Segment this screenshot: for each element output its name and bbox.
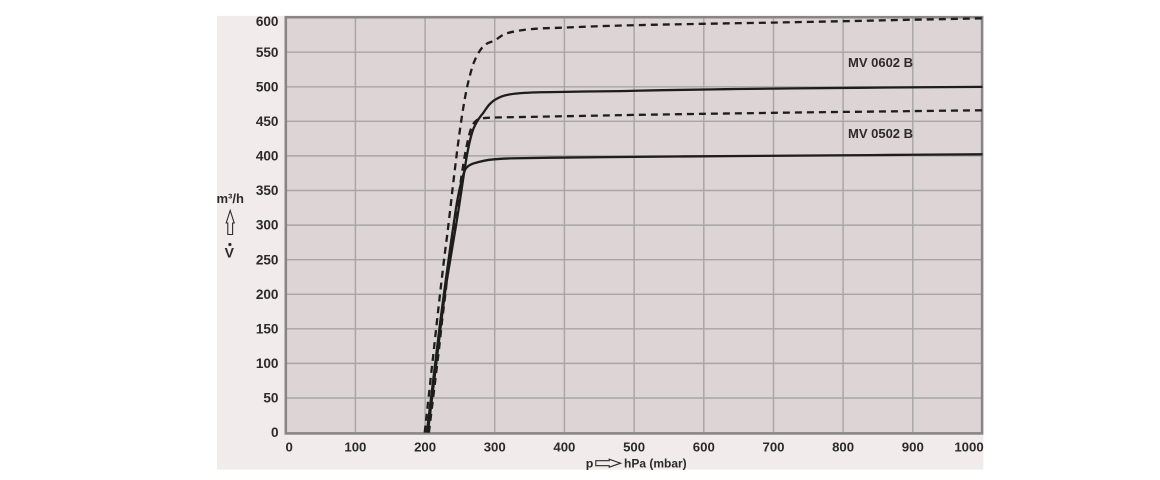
svg-text:500: 500 (256, 79, 279, 94)
svg-text:300: 300 (484, 440, 506, 455)
svg-text:MV 0502 B: MV 0502 B (848, 126, 913, 141)
svg-text:800: 800 (832, 440, 854, 455)
svg-text:100: 100 (256, 356, 279, 371)
svg-text:hPa (mbar): hPa (mbar) (624, 457, 687, 471)
svg-text:500: 500 (623, 440, 645, 455)
svg-text:450: 450 (256, 114, 279, 129)
svg-text:0: 0 (271, 425, 279, 440)
svg-text:350: 350 (256, 183, 279, 198)
svg-text:600: 600 (256, 14, 279, 29)
svg-text:700: 700 (762, 440, 784, 455)
svg-text:200: 200 (256, 287, 279, 302)
svg-text:1000: 1000 (954, 440, 983, 455)
svg-text:p: p (586, 457, 594, 471)
svg-text:MV 0602 B: MV 0602 B (848, 55, 913, 70)
svg-text:m³/h: m³/h (217, 191, 245, 206)
svg-text:100: 100 (344, 440, 366, 455)
svg-text:300: 300 (256, 218, 279, 233)
svg-text:600: 600 (693, 440, 715, 455)
svg-text:400: 400 (553, 440, 575, 455)
svg-text:50: 50 (263, 391, 278, 406)
svg-text:250: 250 (256, 252, 279, 267)
svg-text:200: 200 (414, 440, 436, 455)
svg-text:0: 0 (286, 440, 293, 455)
svg-text:900: 900 (902, 440, 924, 455)
svg-text:150: 150 (256, 321, 279, 336)
svg-text:400: 400 (256, 149, 279, 164)
svg-text:V: V (225, 245, 235, 261)
svg-text:550: 550 (256, 45, 279, 60)
